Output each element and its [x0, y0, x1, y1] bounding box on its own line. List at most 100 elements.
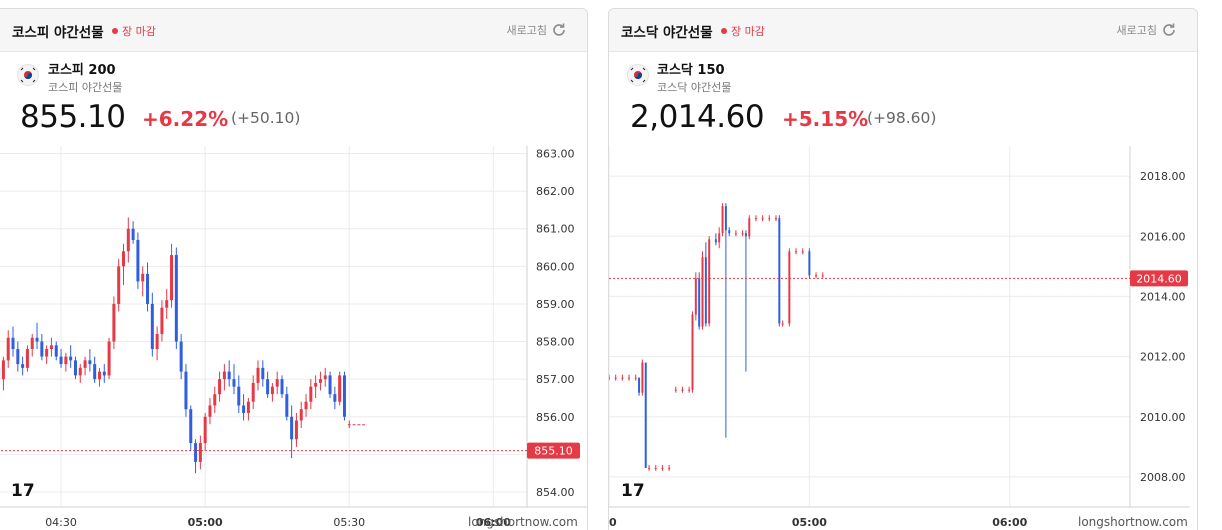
candle-body	[136, 240, 140, 282]
candle	[266, 371, 270, 398]
candle-body	[609, 377, 610, 379]
candle	[714, 233, 717, 246]
candle	[654, 464, 657, 471]
candle-body	[146, 273, 150, 304]
candle-body	[25, 349, 29, 368]
candle	[744, 230, 747, 372]
candle-body	[107, 341, 111, 376]
price-chart[interactable]: 2018.00 2016.00 2014.00 2012.00 2010.00 2008.…	[609, 146, 1198, 530]
candle	[213, 386, 217, 413]
candle-body	[714, 239, 717, 243]
candlestick-chart[interactable]: 863.00 862.00 861.00 860.00 859.00 858.00 857.…	[0, 146, 588, 530]
candle	[815, 272, 818, 279]
candle-body	[748, 218, 751, 237]
candle-body	[242, 405, 246, 413]
symbol-subtitle: 코스피 야간선물	[48, 81, 123, 94]
candle-series	[0, 217, 366, 474]
refresh-icon	[1163, 23, 1175, 36]
candle	[614, 374, 617, 381]
candle	[232, 364, 236, 395]
candle	[362, 424, 366, 426]
candle	[628, 374, 631, 381]
candle	[270, 382, 274, 402]
y-tick-label: 2010.00	[1140, 411, 1186, 424]
candle	[323, 367, 327, 387]
candle	[35, 322, 39, 350]
candle-body	[781, 323, 784, 325]
x-tick-label: 06:00	[992, 516, 1027, 529]
panel-title: 코스닥 야간선물	[621, 25, 713, 41]
x-tick-label: 04:30	[45, 516, 77, 529]
tradingview-logo[interactable]: 17	[11, 481, 35, 501]
candle-body	[69, 356, 73, 361]
status-dot-icon	[721, 28, 727, 34]
candle-body	[251, 382, 255, 402]
candle-body	[314, 382, 318, 387]
refresh-button[interactable]: 새로고침	[1117, 22, 1177, 38]
candle	[78, 364, 82, 383]
candle-body	[208, 405, 212, 417]
candle	[198, 435, 202, 470]
candle-body	[11, 337, 15, 350]
brand-watermark[interactable]: longshortnow.com	[1078, 515, 1188, 529]
candle-body	[352, 424, 356, 426]
candle	[59, 349, 63, 368]
candle	[801, 248, 804, 255]
candle-body	[638, 377, 641, 393]
candle-body	[333, 394, 337, 402]
last-price-tag: 2014.60	[1130, 270, 1188, 287]
candle-body	[59, 356, 63, 365]
candle	[208, 397, 212, 425]
candle-body	[88, 360, 92, 365]
candle-body	[174, 255, 178, 342]
candle-body	[328, 375, 332, 395]
change-amount: (+98.60)	[867, 109, 937, 127]
candle-body	[698, 278, 701, 327]
candle	[40, 334, 44, 361]
svg-text:17: 17	[621, 481, 645, 501]
price-chart[interactable]: 863.00 862.00 861.00 860.00 859.00 858.00 857.…	[0, 146, 588, 530]
y-tick-label: 858.00	[536, 336, 575, 349]
refresh-icon	[553, 23, 565, 36]
candle	[146, 262, 150, 312]
candle	[64, 352, 68, 372]
refresh-label: 새로고침	[506, 24, 547, 37]
candle-body	[815, 275, 818, 277]
candle	[93, 356, 97, 383]
y-tick-label: 857.00	[536, 373, 575, 386]
candle-body	[21, 364, 25, 368]
last-price-tag-label: 855.10	[534, 445, 573, 458]
candle	[294, 412, 298, 447]
candle-body	[194, 443, 198, 462]
candle	[788, 248, 791, 327]
candle-body	[788, 251, 791, 324]
refresh-button[interactable]: 새로고침	[507, 22, 567, 38]
candle-body	[309, 386, 313, 402]
tradingview-logo[interactable]: 17	[621, 481, 645, 501]
candle	[203, 412, 207, 451]
korea-flag-icon	[17, 64, 39, 86]
candle	[754, 215, 757, 222]
brand-watermark[interactable]: longshortnow.com	[468, 515, 578, 529]
candle	[11, 326, 15, 357]
current-price: 2,014.60	[630, 99, 765, 135]
candle-body	[778, 218, 781, 324]
candle	[352, 424, 356, 426]
candle	[808, 248, 811, 279]
change-amount: (+50.10)	[231, 109, 301, 127]
y-tick-label: 862.00	[536, 185, 575, 198]
candle	[299, 401, 303, 429]
candle	[16, 341, 20, 372]
candle-body	[694, 278, 697, 315]
candle-body	[117, 266, 121, 304]
candle	[694, 272, 697, 321]
candle	[333, 386, 337, 410]
candle	[304, 394, 308, 417]
candle-body	[266, 379, 270, 395]
candle	[131, 221, 135, 244]
candlestick-chart[interactable]: 2018.00 2016.00 2014.00 2012.00 2010.00 2008.…	[609, 146, 1198, 530]
candle-body	[45, 349, 49, 357]
market-status-label: 장 마감	[122, 25, 156, 38]
candle	[227, 360, 231, 387]
x-tick-label: 05:30	[333, 516, 365, 529]
